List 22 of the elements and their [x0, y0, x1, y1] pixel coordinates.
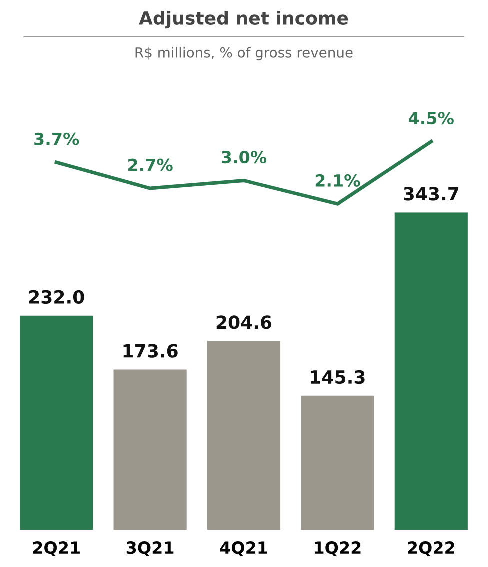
bar	[114, 370, 187, 530]
data-label: 3.7%	[34, 132, 80, 146]
data-label: 2.7%	[128, 158, 173, 172]
x-tick-label: 4Q21	[220, 542, 268, 556]
data-label: 4.5%	[409, 112, 454, 125]
data-label: 343.7	[404, 187, 459, 201]
bar	[207, 341, 281, 530]
x-tick-label: 2Q21	[33, 542, 80, 556]
data-label: 3.0%	[222, 151, 267, 164]
chart-title: Adjusted net income	[139, 11, 348, 29]
data-label: 204.6	[216, 316, 272, 330]
x-tick-label: 3Q21	[126, 542, 174, 556]
bar	[301, 396, 374, 530]
data-label: 173.6	[124, 344, 178, 358]
data-label: 232.0	[29, 290, 84, 304]
bar	[20, 316, 94, 530]
chart-subtitle: R$ millions, % of gross revenue	[136, 47, 353, 61]
bar	[394, 212, 468, 530]
x-tick-label: 1Q22	[315, 542, 361, 556]
data-label: 2.1%	[316, 174, 360, 187]
x-tick-label: 2Q22	[408, 542, 454, 556]
data-label: 145.3	[311, 370, 365, 384]
